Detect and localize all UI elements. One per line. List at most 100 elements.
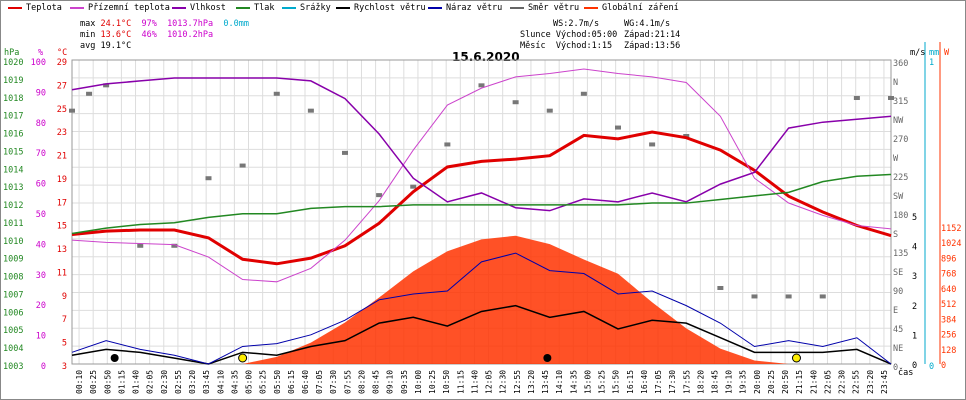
x-tick-label: 16:40 xyxy=(640,370,649,394)
legend-item-naraz-vetru: Náraz větru xyxy=(428,3,502,13)
tick-label-hpa: 1014 xyxy=(3,165,23,175)
tick-label-ms: 3 xyxy=(912,272,917,282)
tick-label-percent: 30 xyxy=(36,271,46,281)
wind-gust-info: WG:4.1m/s xyxy=(624,19,671,29)
tick-label-hpa: 1005 xyxy=(3,326,23,336)
legend-swatch xyxy=(428,6,442,9)
x-tick-label: 23:45 xyxy=(880,370,889,394)
point-smer-vetru xyxy=(819,294,826,299)
x-tick-label: 09:35 xyxy=(400,370,409,394)
tick-label-hpa: 1018 xyxy=(3,94,23,104)
legend-item-vlhkost: Vlhkost xyxy=(172,3,226,13)
axis-title-celsius: °C xyxy=(57,48,68,58)
tick-label-direction: NW xyxy=(893,116,904,126)
point-smer-vetru xyxy=(478,83,485,88)
point-smer-vetru xyxy=(683,134,690,138)
x-tick-label: 18:45 xyxy=(710,370,719,394)
tick-label-hpa: 1012 xyxy=(3,201,23,211)
x-tick-label: 06:40 xyxy=(301,370,310,394)
axis-title-wm2: W xyxy=(944,48,950,58)
point-smer-vetru xyxy=(342,150,348,155)
x-tick-label: 17:55 xyxy=(682,370,691,394)
point-smer-vetru xyxy=(273,91,280,96)
tick-label-celsius: 11 xyxy=(57,268,67,278)
point-smer-vetru xyxy=(86,91,93,96)
rain-total: 0.0mm xyxy=(223,19,249,29)
point-smer-vetru xyxy=(512,100,519,105)
tick-label-direction: 135 xyxy=(893,249,908,259)
tick-label-percent: 100 xyxy=(31,58,46,68)
tick-label-hpa: 1009 xyxy=(3,255,23,265)
x-tick-label: 14:35 xyxy=(569,370,578,394)
x-tick-label: 03:20 xyxy=(188,370,197,394)
x-tick-label: 22:55 xyxy=(852,370,861,394)
moon-set-info: Západ:13:56 xyxy=(624,41,681,51)
tick-label-celsius: 7 xyxy=(62,315,67,325)
tick-label-ms: 5 xyxy=(912,213,917,223)
x-tick-label: 20:50 xyxy=(781,370,790,394)
tick-label-hpa: 1017 xyxy=(3,112,23,122)
min-pressure: 1010.2hPa xyxy=(167,30,214,40)
tick-label-celsius: 9 xyxy=(62,292,67,302)
point-smer-vetru xyxy=(103,83,110,88)
tick-label-wm2: 896 xyxy=(941,254,956,264)
tick-label-direction: W xyxy=(893,154,899,164)
tick-label-direction: 360 xyxy=(893,59,908,69)
max-pressure: 1013.7hPa xyxy=(167,19,214,29)
x-tick-label: 12:55 xyxy=(513,370,522,394)
tick-label-direction: N xyxy=(893,78,898,88)
tick-label-direction: 90 xyxy=(893,287,903,297)
legend-swatch xyxy=(70,6,84,9)
x-tick-label: 18:20 xyxy=(696,370,705,394)
legend-item-smer-vetru: Směr větru xyxy=(510,3,579,13)
marker-sun-set xyxy=(791,353,801,363)
tick-label-wm2: 256 xyxy=(941,331,956,341)
x-tick-label: 01:15 xyxy=(117,370,126,394)
tick-label-wm2: 128 xyxy=(941,346,956,356)
x-tick-label: 05:00 xyxy=(245,370,254,394)
tick-label-wm2: 1024 xyxy=(941,239,961,249)
x-tick-label: 11:15 xyxy=(456,370,465,394)
tick-label-hpa: 1013 xyxy=(3,183,23,193)
tick-label-celsius: 13 xyxy=(57,245,67,255)
point-smer-vetru xyxy=(137,243,144,248)
marker-sun-rise xyxy=(238,353,248,363)
x-tick-label: 20:25 xyxy=(767,370,776,394)
series-line-tlak xyxy=(71,173,892,235)
x-tick-label: 17:30 xyxy=(668,370,677,394)
tick-label-direction: 315 xyxy=(893,97,908,107)
axis-title-hpa: hPa xyxy=(4,48,20,58)
axis-title-ms: m/s xyxy=(910,48,926,58)
tick-label-ms: 0 xyxy=(912,361,917,371)
stats-avg-row: avg 19.1°C xyxy=(80,41,131,51)
point-smer-vetru xyxy=(853,96,860,100)
tick-label-wm2: 768 xyxy=(941,270,956,280)
tick-label-wm2: 1152 xyxy=(941,224,961,234)
tick-label-ms: 4 xyxy=(912,243,917,253)
x-tick-label: 22:30 xyxy=(838,370,847,394)
tick-label-direction: 180 xyxy=(893,211,908,221)
x-tick-label: 19:35 xyxy=(739,370,748,394)
x-tick-label: 00:25 xyxy=(89,370,98,394)
max-temp: 24.1°C xyxy=(100,19,132,29)
max-humidity: 97% xyxy=(141,19,157,29)
wind-speed-info: WS:2.7m/s xyxy=(553,19,600,29)
stats-min-row: min 13.6°C 46% 1010.2hPa xyxy=(80,30,213,40)
x-tick-label: 01:40 xyxy=(132,370,141,394)
point-smer-vetru xyxy=(410,184,417,189)
x-tick-label: 14:10 xyxy=(555,370,564,394)
tick-label-wm2: 0 xyxy=(941,361,946,371)
x-tick-label: 21:40 xyxy=(809,370,818,394)
avg-temp: 19.1°C xyxy=(100,41,132,51)
tick-label-celsius: 15 xyxy=(57,222,67,232)
sun-rise-info: Slunce Východ:05:00 xyxy=(520,30,618,40)
x-tick-label: 15:50 xyxy=(612,370,621,394)
tick-label-hpa: 1006 xyxy=(3,308,23,318)
x-tick-label: 06:15 xyxy=(287,370,296,394)
x-tick-label: 08:45 xyxy=(372,370,381,394)
tick-label-percent: 60 xyxy=(36,180,46,190)
tick-label-direction: 45 xyxy=(893,325,903,335)
series-line-p-zemn-teplota xyxy=(71,68,892,283)
x-tick-label: 05:25 xyxy=(259,370,268,394)
tick-label-percent: 50 xyxy=(36,210,46,220)
